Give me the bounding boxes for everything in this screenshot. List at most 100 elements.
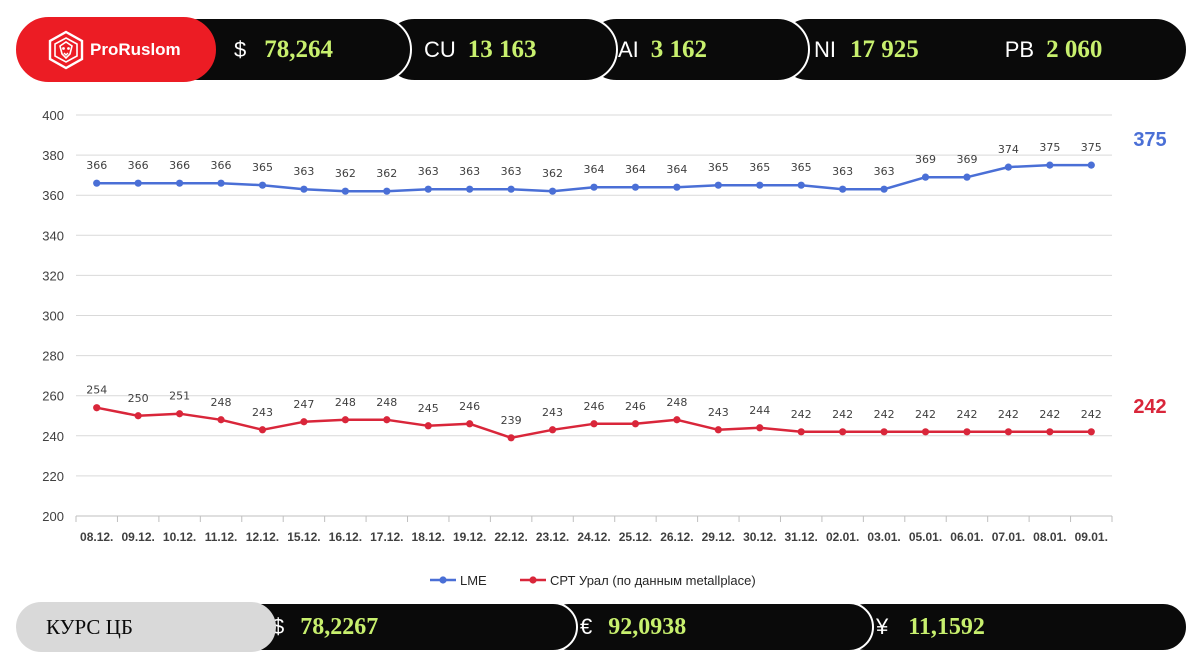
x-tick-label: 22.12. — [494, 530, 527, 544]
data-label: 365 — [749, 161, 770, 174]
data-point — [590, 420, 598, 428]
data-label: 239 — [501, 414, 522, 427]
data-point — [590, 183, 598, 191]
brand-badge: ProRuslom — [16, 17, 216, 82]
data-point — [383, 187, 391, 195]
data-point — [963, 428, 971, 436]
ticker-pb: NI 17 925 PB 2 060 — [776, 17, 1188, 82]
data-point — [1004, 428, 1013, 436]
rate-value: 78,2267 — [300, 613, 379, 640]
rate-value: 92,0938 — [608, 613, 687, 640]
data-point — [134, 179, 142, 187]
data-label: 242 — [791, 408, 812, 421]
data-point — [507, 434, 515, 442]
data-label: 254 — [86, 384, 107, 397]
data-point — [1087, 161, 1095, 169]
data-label: 242 — [832, 408, 853, 421]
legend-swatch-marker — [439, 576, 447, 584]
data-point — [176, 179, 184, 187]
x-tick-label: 10.12. — [163, 530, 196, 544]
data-label: 362 — [376, 167, 397, 180]
legend-label: LME — [460, 573, 487, 588]
chart-series: 366 366 366 366 365 363 362 362 363 363 363 362 364 3… — [86, 141, 1102, 442]
x-tick-label: 26.12. — [660, 530, 693, 544]
data-label: 250 — [128, 392, 149, 405]
data-label: 248 — [666, 396, 687, 409]
chart-gridlines — [76, 114, 1112, 477]
data-label: 363 — [874, 165, 895, 178]
lion-shield-icon — [48, 30, 84, 69]
x-tick-label: 24.12. — [577, 530, 610, 544]
ticker-cu: CU 13 163 — [382, 17, 618, 82]
data-label: 364 — [584, 163, 605, 176]
data-label: 364 — [625, 163, 646, 176]
x-tick-label: 18.12. — [412, 530, 445, 544]
data-point — [631, 183, 640, 191]
data-label: 248 — [376, 396, 397, 409]
data-point — [466, 420, 474, 428]
price-line-chart: 200 220 240 260 280 300 320 340 360 380 400 08.12.… — [42, 108, 1166, 588]
data-label: 375 — [1039, 141, 1060, 154]
x-tick-label: 17.12. — [370, 530, 403, 544]
data-point — [839, 185, 847, 193]
data-point — [963, 173, 971, 181]
data-point — [631, 420, 640, 428]
y-tick-label: 240 — [42, 429, 64, 444]
ticker-al: AI 3 162 — [584, 17, 810, 82]
data-label: 242 — [956, 408, 977, 421]
data-label: 248 — [335, 396, 356, 409]
data-label: 242 — [874, 408, 895, 421]
data-point — [134, 412, 142, 420]
rate-usd: $ 78,2267 — [236, 602, 578, 652]
data-point — [258, 426, 267, 434]
data-label: 363 — [501, 165, 522, 178]
data-label: 242 — [1039, 408, 1060, 421]
last-value-label: 375 — [1133, 129, 1166, 151]
data-point — [300, 185, 308, 193]
data-label: 366 — [86, 159, 107, 172]
data-label: 242 — [998, 408, 1019, 421]
data-label: 243 — [708, 406, 729, 419]
data-label: 251 — [169, 390, 190, 403]
y-tick-label: 260 — [42, 389, 64, 404]
data-label: 244 — [749, 404, 770, 417]
data-point — [797, 181, 805, 189]
data-label: 366 — [169, 159, 190, 172]
legend-label: СРТ Урал (по данным metallplace) — [550, 573, 756, 588]
ticker-value: 13 163 — [467, 35, 537, 63]
x-tick-label: 12.12. — [246, 530, 279, 544]
data-point — [341, 187, 349, 195]
x-tick-label: 16.12. — [329, 530, 362, 544]
rate-cny: ¥ 11,1592 — [840, 602, 1188, 652]
y-tick-label: 380 — [42, 148, 64, 163]
data-label: 363 — [293, 165, 314, 178]
data-point — [1046, 428, 1054, 436]
brand-name: ProRuslom — [90, 39, 181, 59]
y-tick-label: 340 — [42, 228, 64, 243]
data-label: 365 — [252, 161, 273, 174]
x-tick-label: 08.12. — [80, 530, 113, 544]
ticker-value: 2 060 — [1046, 35, 1103, 63]
data-point — [300, 418, 308, 426]
ticker-value: 17 925 — [850, 35, 919, 63]
x-tick-label: 06.01. — [950, 530, 983, 544]
data-point — [921, 428, 930, 436]
data-point — [217, 416, 225, 424]
data-label: 363 — [418, 165, 439, 178]
x-tick-label: 05.01. — [909, 530, 942, 544]
data-point — [466, 185, 474, 193]
data-label: 363 — [459, 165, 480, 178]
data-label: 374 — [998, 143, 1019, 156]
data-label: 369 — [956, 153, 977, 166]
data-point — [714, 426, 722, 434]
data-point — [93, 404, 101, 412]
data-label: 362 — [542, 167, 563, 180]
data-point — [258, 181, 267, 189]
cb-rates-title-pill: КУРС ЦБ — [16, 602, 276, 652]
y-tick-label: 360 — [42, 188, 64, 203]
data-label: 243 — [252, 406, 273, 419]
x-tick-label: 03.01. — [867, 530, 900, 544]
data-label: 365 — [708, 161, 729, 174]
x-tick-label: 07.01. — [992, 530, 1025, 544]
ticker-bar: NI 17 925 PB 2 060 AI 3 162 CU 13 163 $ … — [16, 17, 1188, 82]
